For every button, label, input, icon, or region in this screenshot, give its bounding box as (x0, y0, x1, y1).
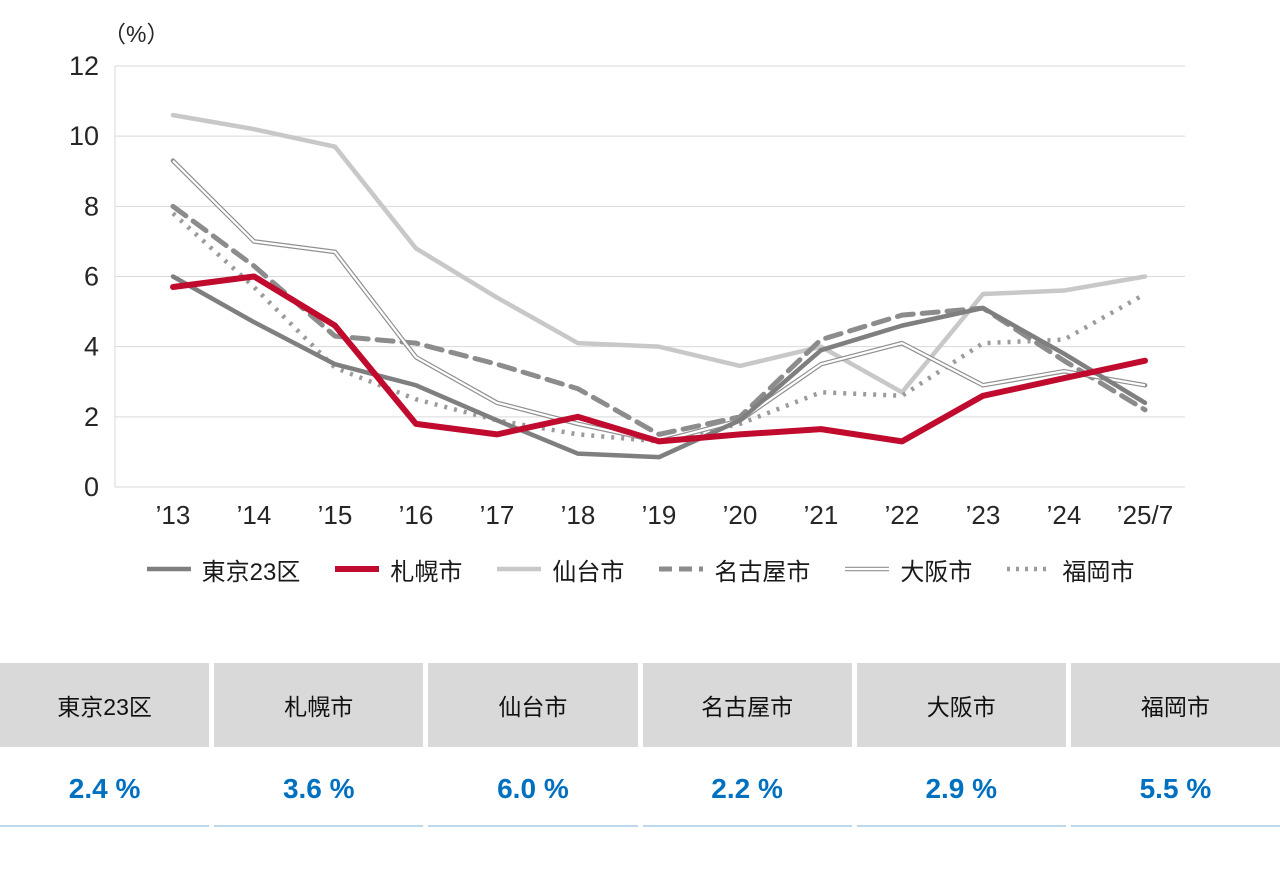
table-header-osaka: 大阪市 (856, 663, 1066, 747)
svg-text:’13: ’13 (156, 500, 191, 530)
legend-item-nagoya: 名古屋市 (658, 552, 810, 587)
legend-line-fukuoka-icon (1006, 562, 1052, 576)
svg-text:’17: ’17 (480, 500, 515, 530)
chart-legend: 東京23区 札幌市 仙台市 名古屋市 大阪市 福岡市 (0, 547, 1280, 591)
legend-line-sapporo-icon (334, 562, 380, 576)
svg-text:’16: ’16 (399, 500, 434, 530)
legend-item-sendai: 仙台市 (496, 552, 624, 587)
svg-text:2: 2 (84, 402, 99, 432)
legend-label-sapporo: 札幌市 (390, 558, 463, 586)
svg-text:’14: ’14 (237, 500, 272, 530)
table-header-nagoya: 名古屋市 (642, 663, 852, 747)
svg-text:0: 0 (84, 472, 99, 502)
vacancy-rate-chart: 0 2 4 6 8 10 12 （%） ’13 ’14 ’15 ’16 ’17 ’18 ’19 ’20 ’21 ’… (0, 21, 1280, 591)
svg-text:8: 8 (84, 191, 99, 221)
svg-text:（%）: （%） (103, 21, 169, 47)
legend-item-fukuoka: 福岡市 (1006, 552, 1134, 587)
legend-line-nagoya-icon (658, 562, 704, 576)
legend-line-tokyo23-icon (146, 562, 192, 576)
legend-label-nagoya: 名古屋市 (714, 558, 811, 586)
svg-text:’25/7: ’25/7 (1117, 500, 1173, 530)
table-value-tokyo23: 2.4 % (0, 753, 210, 827)
legend-item-tokyo23: 東京23区 (146, 552, 301, 587)
legend-label-fukuoka: 福岡市 (1062, 558, 1135, 586)
table-value-fukuoka: 5.5 % (1070, 753, 1280, 827)
svg-text:’15: ’15 (318, 500, 353, 530)
svg-text:’21: ’21 (804, 500, 839, 530)
table-header-tokyo23: 東京23区 (0, 663, 210, 747)
table-header-sapporo: 札幌市 (214, 663, 424, 747)
legend-line-osaka-icon (844, 562, 890, 576)
svg-text:’18: ’18 (561, 500, 596, 530)
svg-text:’24: ’24 (1047, 500, 1082, 530)
legend-label-sendai: 仙台市 (552, 558, 625, 586)
legend-line-sendai-icon (496, 562, 542, 576)
svg-text:12: 12 (69, 51, 99, 81)
svg-text:6: 6 (84, 262, 99, 292)
svg-text:’22: ’22 (885, 500, 920, 530)
svg-text:’19: ’19 (642, 500, 677, 530)
legend-item-sapporo: 札幌市 (334, 552, 462, 587)
table-value-sapporo: 3.6 % (214, 753, 424, 827)
table-value-osaka: 2.9 % (856, 753, 1066, 827)
vacancy-summary-table: 東京23区 札幌市 仙台市 名古屋市 大阪市 福岡市 2.4 % 3.6 % 6… (0, 663, 1280, 827)
table-value-nagoya: 2.2 % (642, 753, 852, 827)
table-value-sendai: 6.0 % (428, 753, 638, 827)
legend-item-osaka: 大阪市 (844, 552, 972, 587)
svg-text:’23: ’23 (966, 500, 1001, 530)
legend-label-osaka: 大阪市 (900, 558, 973, 586)
table-header-fukuoka: 福岡市 (1070, 663, 1280, 747)
legend-label-tokyo23: 東京23区 (201, 558, 301, 586)
svg-text:’20: ’20 (723, 500, 758, 530)
line-chart-canvas: 0 2 4 6 8 10 12（%） ’13 ’14 ’15 ’16 ’17 ’18 ’19 ’20 ’21 ’… (69, 21, 1185, 530)
table-header-sendai: 仙台市 (428, 663, 638, 747)
svg-text:10: 10 (69, 121, 99, 151)
svg-text:4: 4 (84, 332, 99, 362)
